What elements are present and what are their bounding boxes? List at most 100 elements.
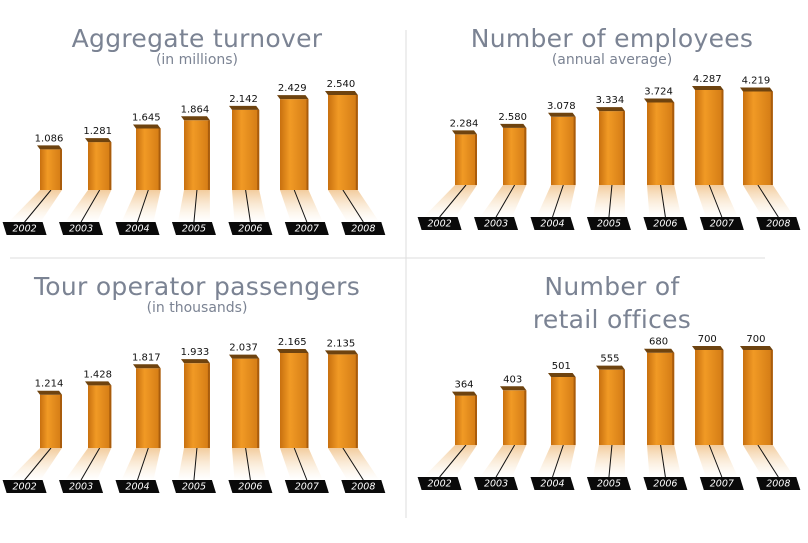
chart-title: Tour operator passengers: [33, 272, 361, 301]
bar: [647, 352, 675, 445]
bar-side: [109, 142, 112, 190]
bar-shadow: [695, 185, 738, 217]
category-label: 2002: [13, 482, 37, 493]
bar-side: [672, 352, 675, 445]
category-box: [284, 222, 329, 235]
category-label: 2005: [597, 219, 621, 230]
category-label: 2003: [484, 479, 508, 490]
bar: [40, 149, 62, 190]
value-label: 364: [454, 380, 473, 391]
bar-side: [158, 368, 161, 448]
category-label: 2002: [428, 479, 452, 490]
category-label: 2008: [351, 224, 375, 235]
category-box: [530, 477, 575, 490]
bar-side: [475, 134, 477, 185]
bar-shadow: [8, 448, 63, 480]
bar-shadow: [592, 185, 625, 217]
bar-side: [475, 395, 477, 445]
value-label: 2.540: [327, 79, 356, 90]
value-label: 3.334: [596, 95, 625, 106]
bar-top: [740, 346, 773, 350]
chart-title: Number of employees: [470, 24, 754, 53]
bar-top: [452, 130, 477, 135]
leader-line: [24, 189, 52, 223]
bar-top: [325, 91, 358, 95]
bar-top: [277, 95, 309, 100]
leader-line: [245, 189, 251, 223]
bar-shadow: [280, 448, 323, 480]
bar: [599, 369, 625, 445]
leader-line: [439, 444, 467, 478]
bar-shadow: [536, 445, 576, 477]
chart-subtitle: (in millions): [155, 52, 239, 68]
category-box: [474, 217, 519, 230]
bar: [551, 377, 576, 445]
bar-side: [721, 90, 724, 185]
value-label: 4.219: [742, 76, 771, 87]
bar-top: [500, 386, 527, 391]
value-label: 2.142: [229, 94, 258, 105]
leader-line: [708, 184, 723, 218]
bar: [88, 142, 112, 190]
bar: [455, 134, 477, 185]
bar-shadow: [121, 190, 161, 222]
leader-line: [757, 444, 779, 478]
bar-shadow: [177, 190, 210, 222]
leader-line: [552, 184, 564, 218]
bar-shadow: [536, 185, 576, 217]
bar-top: [85, 138, 112, 143]
bar-top: [740, 87, 773, 92]
bar: [743, 91, 773, 185]
value-label: 3.078: [547, 101, 576, 112]
category-label: 2003: [69, 224, 93, 235]
category-box: [228, 222, 273, 235]
value-label: 2.165: [278, 337, 307, 348]
category-box: [171, 222, 216, 235]
value-label: 2.135: [327, 338, 356, 349]
category-box: [474, 477, 519, 490]
value-label: 1.086: [35, 133, 64, 144]
bar-shadow: [647, 185, 682, 217]
bar-shadow: [423, 445, 477, 477]
bar: [280, 99, 309, 190]
bar-top: [37, 145, 62, 150]
bar-top: [644, 348, 675, 353]
category-box: [228, 480, 273, 493]
bar: [136, 368, 161, 448]
category-box: [643, 217, 688, 230]
category-label: 2006: [653, 219, 677, 230]
value-label: 1.864: [181, 104, 210, 115]
bar-top: [85, 381, 112, 386]
bar-side: [524, 127, 527, 185]
bar: [280, 353, 309, 448]
leader-line: [193, 189, 198, 223]
category-label: 2003: [484, 219, 508, 230]
bar: [503, 390, 527, 445]
chart-subtitle: (annual average): [551, 52, 673, 68]
leader-line: [757, 184, 779, 218]
category-label: 2005: [597, 479, 621, 490]
bar-side: [355, 95, 358, 190]
value-label: 3.724: [644, 86, 673, 97]
category-box: [756, 477, 801, 490]
category-box: [59, 222, 104, 235]
leader-line: [608, 444, 613, 478]
bar-side: [257, 109, 260, 190]
category-label: 2005: [182, 224, 206, 235]
category-box: [2, 222, 47, 235]
bar-side: [109, 385, 112, 448]
category-box: [699, 217, 744, 230]
bar-shadow: [423, 185, 477, 217]
leader-line: [495, 184, 516, 218]
category-label: 2007: [295, 224, 319, 235]
bar-shadow: [121, 448, 161, 480]
bar-top: [229, 105, 260, 110]
category-label: 2005: [182, 482, 206, 493]
bar-shadow: [232, 448, 267, 480]
bar-top: [596, 107, 625, 112]
bar: [88, 385, 112, 448]
leader-line: [80, 189, 101, 223]
bar: [695, 90, 724, 185]
category-label: 2007: [710, 219, 734, 230]
